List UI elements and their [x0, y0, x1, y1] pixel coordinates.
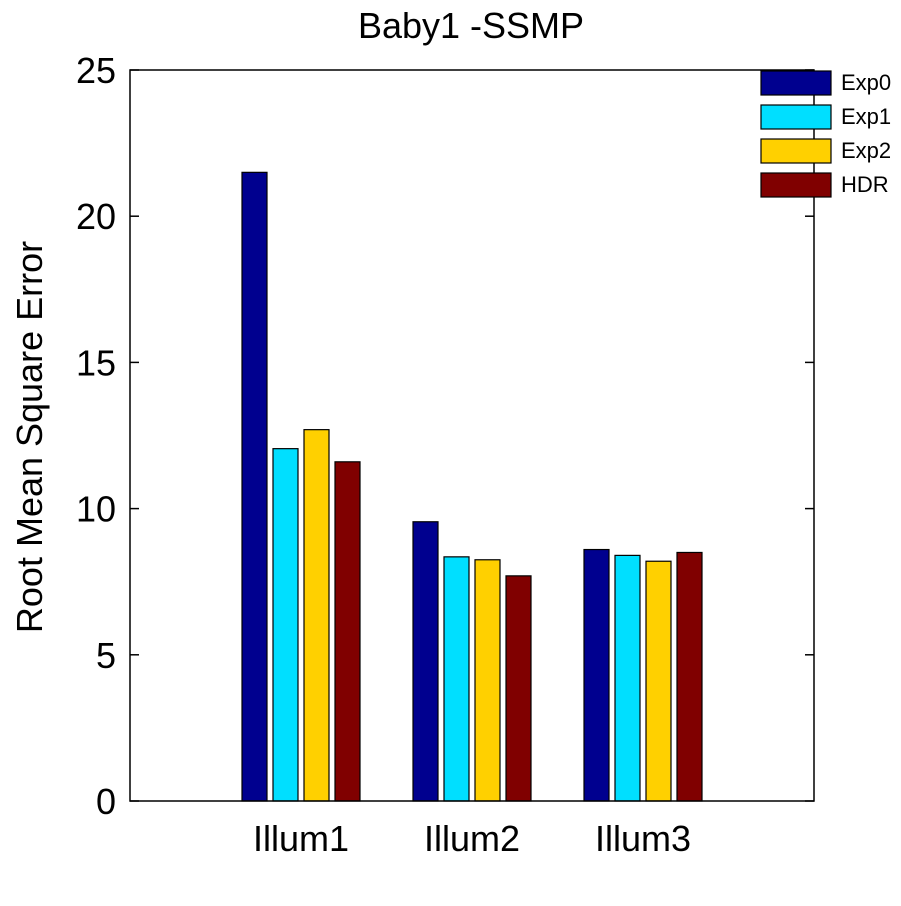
chart-title: Baby1 -SSMP — [358, 5, 584, 46]
y-tick-label-10: 10 — [76, 489, 116, 530]
bar-illum3-exp0 — [583, 548, 610, 802]
bar-illum3-exp1 — [614, 554, 641, 802]
legend-swatch-hdr — [760, 172, 832, 198]
bar-illum1-exp0 — [241, 171, 268, 802]
legend-label-exp0: Exp0 — [841, 70, 891, 95]
bar-illum1-exp1 — [272, 448, 299, 802]
x-tick-label-illum3: Illum3 — [595, 818, 691, 859]
x-tick-label-illum1: Illum1 — [253, 818, 349, 859]
bar-illum2-exp1 — [443, 556, 470, 802]
x-tick-labels: Illum1 Illum2 Illum3 — [253, 818, 691, 859]
y-axis-label: Root Mean Square Error — [9, 241, 50, 633]
y-tick-label-5: 5 — [96, 635, 116, 676]
legend-label-exp2: Exp2 — [841, 138, 891, 163]
bar-illum2-exp2 — [474, 559, 501, 802]
legend-swatch-exp2 — [760, 138, 832, 164]
bar-illum2-exp0 — [412, 521, 439, 802]
bar-illum1-exp2 — [303, 429, 330, 802]
y-tick-label-25: 25 — [76, 50, 116, 91]
plot-frame — [129, 69, 815, 802]
legend-label-exp1: Exp1 — [841, 104, 891, 129]
bars-layer — [241, 171, 703, 802]
y-tick-label-20: 20 — [76, 196, 116, 237]
y-ticks: 0 5 10 15 20 25 — [76, 50, 814, 822]
y-tick-label-15: 15 — [76, 342, 116, 383]
bar-illum2-hdr — [505, 575, 532, 802]
y-tick-label-0: 0 — [96, 781, 116, 822]
legend-swatch-exp1 — [760, 104, 832, 130]
legend: Exp0 Exp1 Exp2 HDR — [760, 70, 891, 198]
legend-label-hdr: HDR — [841, 172, 889, 197]
bar-illum1-hdr — [334, 461, 361, 802]
legend-swatch-exp0 — [760, 70, 832, 96]
bar-illum3-hdr — [676, 551, 703, 802]
bar-illum3-exp2 — [645, 560, 672, 802]
x-tick-label-illum2: Illum2 — [424, 818, 520, 859]
